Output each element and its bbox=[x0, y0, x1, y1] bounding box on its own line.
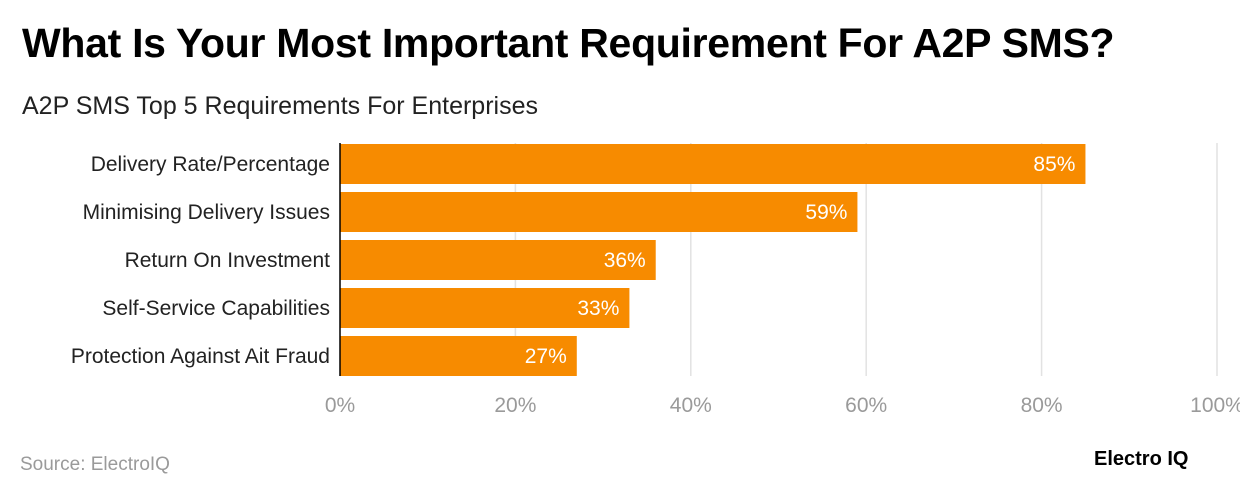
bars bbox=[340, 144, 1086, 376]
category-label: Return On Investment bbox=[125, 249, 331, 272]
x-tick-labels: 0% 20% 40% 60% 80% 100% bbox=[325, 394, 1240, 417]
bar bbox=[340, 288, 630, 328]
x-tick-label: 60% bbox=[845, 394, 887, 417]
category-label: Self-Service Capabilities bbox=[102, 297, 330, 320]
category-label: Delivery Rate/Percentage bbox=[91, 153, 330, 176]
value-label: 27% bbox=[525, 345, 567, 368]
bar bbox=[340, 240, 656, 280]
brand-logo: Electro IQ bbox=[1094, 448, 1189, 470]
x-tick-label: 80% bbox=[1021, 394, 1063, 417]
bar bbox=[340, 192, 858, 232]
chart-title: What Is Your Most Important Requirement … bbox=[22, 20, 1115, 66]
category-label: Minimising Delivery Issues bbox=[83, 201, 330, 224]
bar bbox=[340, 336, 577, 376]
x-tick-label: 20% bbox=[494, 394, 536, 417]
value-label: 33% bbox=[577, 297, 619, 320]
x-tick-label: 40% bbox=[670, 394, 712, 417]
value-labels: 85% 59% 36% 33% 27% bbox=[525, 153, 1076, 368]
chart-subtitle: A2P SMS Top 5 Requirements For Enterpris… bbox=[22, 92, 538, 120]
x-tick-label: 0% bbox=[325, 394, 355, 417]
value-label: 85% bbox=[1033, 153, 1075, 176]
value-label: 36% bbox=[604, 249, 646, 272]
bar bbox=[340, 144, 1086, 184]
x-tick-label: 100% bbox=[1190, 394, 1240, 417]
value-label: 59% bbox=[805, 201, 847, 224]
source-note: Source: ElectroIQ bbox=[20, 454, 170, 475]
category-labels: Delivery Rate/Percentage Minimising Deliv… bbox=[71, 153, 330, 368]
category-label: Protection Against Ait Fraud bbox=[71, 345, 330, 368]
